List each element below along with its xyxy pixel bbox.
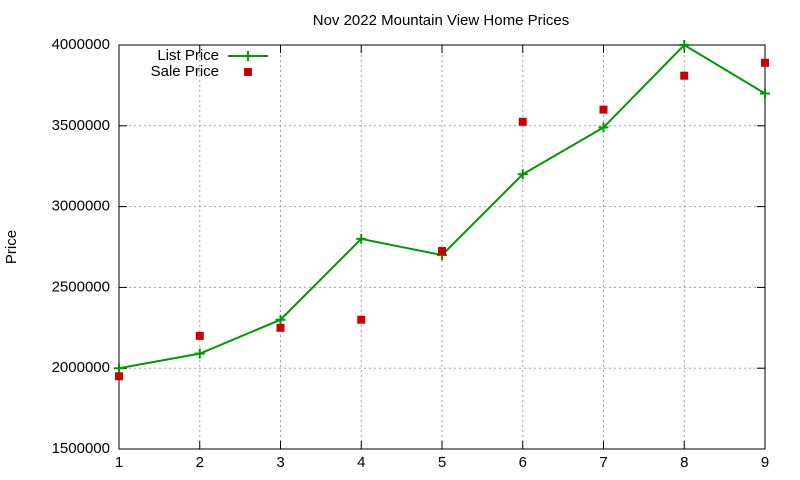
chart-title: Nov 2022 Mountain View Home Prices (313, 12, 570, 29)
point (680, 71, 689, 80)
legend-swatch (243, 51, 253, 61)
point (598, 122, 609, 133)
point (276, 323, 285, 332)
point (356, 233, 367, 244)
y-tick-label: 2000000 (52, 359, 110, 376)
point (679, 40, 690, 50)
plot-border (118, 44, 766, 450)
x-tick-label: 8 (680, 454, 688, 471)
y-tick-label: 1500000 (52, 440, 110, 457)
point (194, 348, 205, 359)
point (517, 169, 528, 180)
y-tick-label: 4000000 (52, 36, 110, 53)
x-tick-label: 5 (438, 454, 446, 471)
x-tick-label: 9 (761, 454, 769, 471)
point (599, 105, 608, 114)
point (761, 58, 769, 67)
y-tick-label: 3000000 (52, 198, 110, 215)
point (115, 372, 123, 381)
point (195, 331, 204, 340)
point (438, 247, 446, 256)
x-tick-label: 2 (196, 454, 204, 471)
x-tick-label: 6 (519, 454, 527, 471)
x-tick-label: 4 (357, 454, 365, 471)
legend-swatch (244, 68, 252, 76)
y-tick-label: 2500000 (52, 278, 110, 295)
y-axis-label: Price (3, 230, 20, 264)
point (760, 88, 770, 99)
x-tick-label: 7 (599, 454, 607, 471)
x-tick-label: 3 (276, 454, 284, 471)
point (518, 117, 527, 126)
x-tick-label: 1 (115, 454, 123, 471)
legend-label: Sale Price (151, 63, 219, 80)
legend-label: List Price (157, 47, 219, 64)
point (275, 314, 286, 325)
point (114, 363, 124, 374)
y-tick-label: 3500000 (52, 117, 110, 134)
point (357, 315, 366, 324)
